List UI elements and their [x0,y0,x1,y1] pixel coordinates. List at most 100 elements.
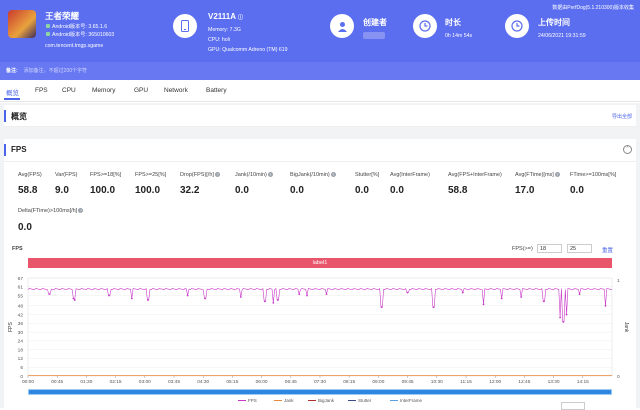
fps-dip-point [520,296,523,298]
fps-dip-point [380,306,383,309]
legend-label: FPS [248,398,257,403]
x-tick-label: 12:00 [489,379,501,385]
upload-label: 上传时间 [538,18,570,27]
fps-dip-point [72,297,75,300]
metric-value: 58.8 [448,185,468,196]
x-tick-label: 03:45 [168,379,180,385]
metric-label-text: Jank(/10min) [235,172,267,178]
note-label: 备注: [6,68,18,74]
legend-item-bigjank[interactable]: BigJank [308,398,334,403]
x-tick-label: 08:15 [343,379,355,385]
legend-swatch [348,400,356,401]
metric-label-text: Avg(FTime)[ms] [515,172,554,178]
reset-button[interactable]: 重置 [602,248,614,254]
game-app-icon [8,10,36,38]
legend-item-stutter[interactable]: Stutter [348,398,371,403]
tab-memory[interactable]: Memory [92,87,116,94]
legend-label: Jank [284,398,294,403]
help-icon[interactable]: ? [214,172,220,178]
metric-label: BigJank(/10min)? [290,172,336,178]
page-size-box[interactable] [561,402,585,410]
tab-battery[interactable]: Battery [206,87,227,94]
note-input[interactable]: 添加备注，不超过200个字符 [23,68,88,74]
report-header: 数据由PerfDog(5.1.210300)版本收集 王者荣耀 Android版… [0,0,640,62]
legend-label: BigJank [318,398,335,403]
plot-area [27,277,613,377]
threshold-input-1[interactable]: 18 [537,244,562,253]
metric-value: 100.0 [90,185,116,196]
metric-label: Delta(FTime)>100ms[/h]? [18,208,84,214]
x-tick-label: 10:30 [431,379,443,385]
clock-icon [413,14,437,38]
fps-dip-point [130,297,133,300]
x-tick-label: 06:45 [285,379,297,385]
tab-gpu[interactable]: GPU [134,87,149,94]
y-tick-label: 30 [18,330,24,336]
y-tick-label: 0 [20,374,23,380]
y-tick-label: 42 [18,312,24,318]
fps-dip-point [306,294,308,297]
label-band[interactable]: label1 [28,258,612,268]
fps-dip-point [542,300,545,303]
help-icon[interactable]: ? [267,172,273,178]
overview-section-header: 概览 导出全部 [4,105,636,127]
fps-dip-point [500,297,503,300]
metric-value: 0.0 [18,222,32,233]
x-tick-label: 04:30 [197,379,209,385]
y-tick-label: 48 [18,304,24,310]
fps-dip-point [272,301,275,304]
metric-label-text: Avg(FPS+InterFrame) [448,172,502,178]
metric-label: Stutter[%] [355,172,379,178]
fps-dip-point [48,293,51,295]
fps-dip-point [604,304,607,307]
y-tick-label: 18 [18,347,24,353]
chart-scrollbar[interactable] [28,389,612,395]
info-icon[interactable]: ⓘ [238,15,244,21]
legend-item-jank[interactable]: Jank [274,398,294,403]
x-tick-label: 12:45 [518,379,530,385]
fps-dip-point [565,313,568,316]
tab-overview[interactable]: 概览 [6,90,19,97]
x-tick-label: 02:15 [110,379,122,385]
scrollbar-thumb[interactable] [29,390,611,394]
legend-swatch [390,400,398,401]
note-bar[interactable]: 备注: 添加备注，不超过200个字符 [0,62,640,80]
section-accent [4,144,6,156]
metric-label-text: FPS>=18[%] [90,172,122,178]
metric-label-text: Var(FPS) [55,172,78,178]
fps-dip-point [276,299,279,301]
user-icon [330,14,354,38]
help-icon[interactable]: ? [554,172,560,178]
creator-label: 创建者 [363,18,387,27]
fps-dip-point [406,291,409,294]
tab-network[interactable]: Network [164,87,188,94]
legend-swatch [308,400,316,401]
metric-label-text: Avg(InterFrame) [390,172,430,178]
help-icon[interactable]: ? [78,208,84,214]
metric-value: 17.0 [515,185,535,196]
fps-dip-point [562,320,565,323]
fps-dip-point [263,300,266,303]
export-all-button[interactable]: 导出全部 [611,114,632,120]
tab-cpu[interactable]: CPU [62,87,76,94]
fps-chart: 0 6 12 18 24 30 36 42 48 55 61 67 00:00 00:45 01:30 02:… [8,276,629,385]
help-icon[interactable]: ? [330,172,336,178]
legend-swatch [238,400,246,401]
android-code-line: Android版本号: 365010603 [46,31,114,38]
threshold-input-2[interactable]: 25 [567,244,592,253]
x-tick-label: 13:30 [548,379,560,385]
legend-item-interframe[interactable]: InterFrame [390,398,422,403]
legend-label: InterFrame [400,398,423,403]
y-tick-label: 24 [18,339,24,345]
x-tick-label: 11:15 [460,379,472,385]
legend-item-fps[interactable]: FPS [238,398,257,403]
y-tick-label: 67 [18,276,24,282]
fps-section-title: FPS [11,145,27,154]
fps-dip-point [108,294,111,297]
fps-series-line [27,287,613,323]
x-tick-label: 01:30 [80,379,92,385]
metric-value: 0.0 [235,185,249,196]
collapse-button[interactable]: ⌃ [623,145,632,154]
tab-fps[interactable]: FPS [35,87,48,94]
section-accent [4,110,6,122]
